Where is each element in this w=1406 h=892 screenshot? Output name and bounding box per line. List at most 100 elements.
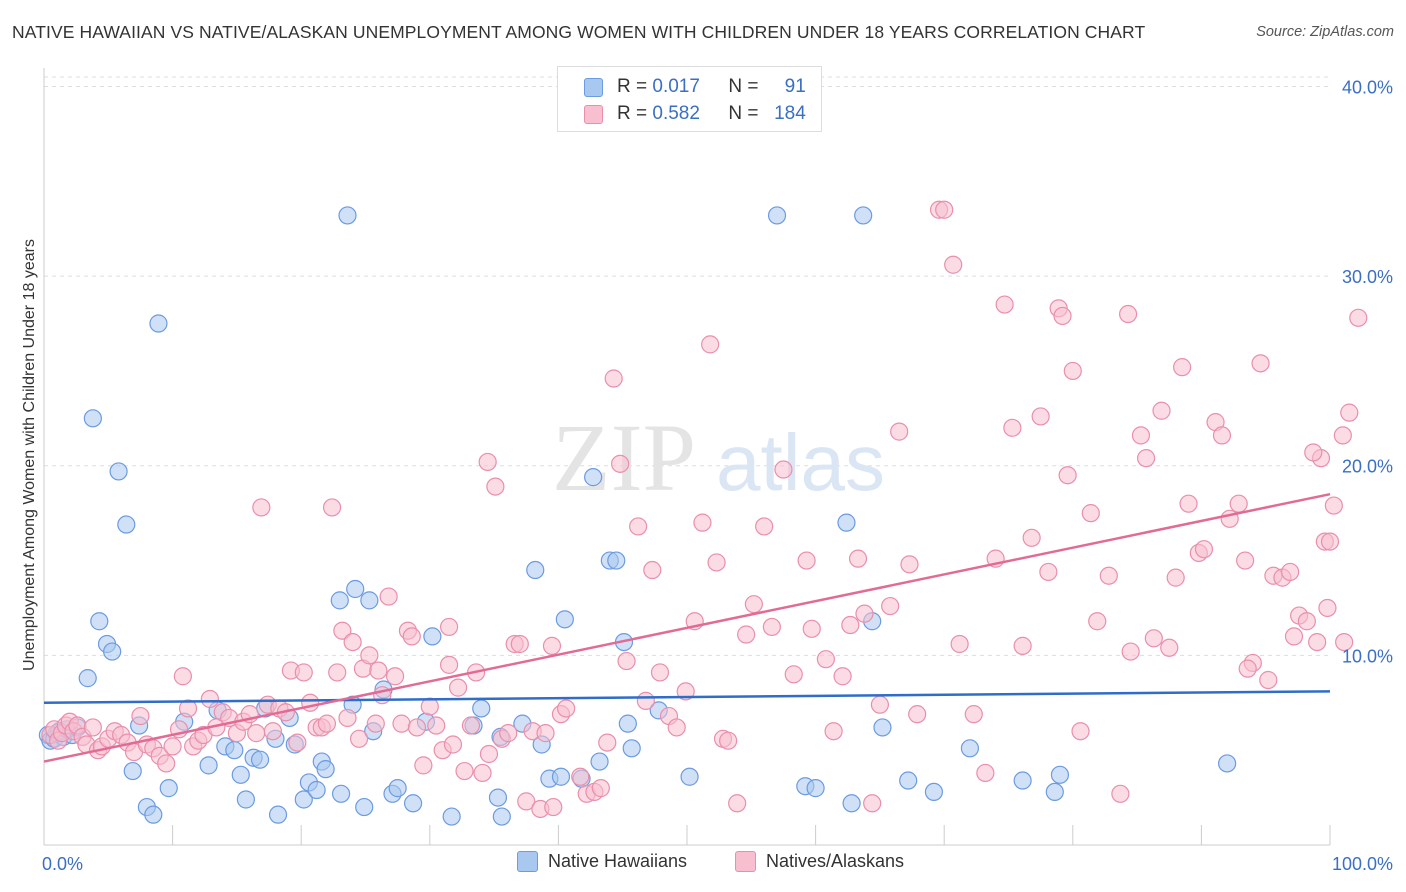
data-point	[737, 625, 756, 644]
data-point	[848, 549, 868, 568]
data-point	[650, 663, 670, 682]
stats-row-natives-alaskans: R = 0.582 N = 184	[584, 101, 806, 127]
data-point	[667, 718, 686, 737]
data-point	[231, 765, 250, 784]
legend-label: Natives/Alaskans	[766, 851, 905, 871]
y-tick-label: 10.0%	[1342, 646, 1393, 666]
data-point	[995, 295, 1014, 314]
data-point	[1099, 566, 1118, 585]
data-point	[109, 462, 128, 481]
data-point	[486, 477, 505, 496]
data-point	[343, 632, 362, 652]
data-point	[346, 579, 365, 599]
r-value: 0.017	[652, 76, 700, 97]
natives-alaskans-trend-line	[43, 492, 1331, 763]
data-point	[784, 665, 803, 684]
data-point	[591, 779, 610, 798]
r-label: R =	[617, 103, 648, 124]
n-value: 91	[784, 76, 806, 97]
data-point	[950, 634, 969, 654]
data-point	[1118, 304, 1138, 324]
data-point	[473, 763, 492, 783]
data-point	[837, 513, 856, 532]
data-point	[123, 761, 142, 781]
data-point	[590, 752, 609, 771]
data-point	[294, 790, 313, 809]
data-point	[1304, 443, 1323, 462]
data-point	[890, 422, 909, 441]
x-tick-label: 100.0%	[1332, 854, 1393, 874]
data-point	[924, 782, 944, 802]
data-point	[414, 756, 433, 775]
data-point	[870, 695, 890, 714]
data-point	[1013, 771, 1032, 790]
data-point	[863, 794, 882, 813]
data-point	[333, 621, 352, 640]
data-point	[1031, 407, 1050, 426]
data-point	[83, 718, 102, 737]
legend-natives-alaskans: Natives/Alaskans	[735, 851, 904, 872]
data-point	[331, 784, 351, 803]
data-point	[1045, 782, 1064, 802]
data-point	[163, 737, 182, 756]
r-value: 0.582	[652, 103, 700, 124]
n-label: N =	[728, 76, 759, 97]
data-point	[252, 498, 271, 517]
data-point	[360, 591, 379, 610]
data-point	[842, 794, 861, 813]
data-point	[366, 714, 385, 733]
data-point	[1053, 306, 1072, 326]
data-point	[693, 513, 712, 532]
data-point	[611, 454, 630, 473]
data-point	[1022, 528, 1041, 547]
trend-lines	[43, 492, 1331, 763]
data-point	[1050, 765, 1070, 784]
data-point	[157, 754, 176, 773]
data-point	[1236, 551, 1255, 570]
data-point	[338, 206, 357, 225]
data-point	[178, 699, 198, 718]
data-point	[1144, 629, 1163, 648]
data-point	[407, 718, 427, 737]
data-point	[1179, 494, 1198, 513]
legend-native-hawaiians: Native Hawaiians	[517, 851, 687, 872]
data-point	[439, 655, 459, 674]
blue-swatch	[584, 77, 603, 97]
data-point	[1324, 496, 1343, 515]
data-point	[420, 697, 439, 716]
data-point	[1081, 504, 1100, 523]
data-point	[755, 517, 774, 536]
pink-swatch	[584, 104, 603, 124]
data-point	[349, 729, 369, 748]
data-point	[461, 716, 481, 735]
data-point	[873, 718, 892, 737]
data-point	[392, 714, 411, 733]
data-point	[173, 667, 192, 686]
data-point	[935, 200, 954, 219]
data-point	[604, 369, 623, 388]
data-point	[964, 705, 983, 724]
data-point	[1152, 401, 1171, 420]
axes	[43, 68, 1331, 846]
data-point	[680, 767, 699, 786]
data-point	[1251, 354, 1270, 373]
data-point	[328, 663, 347, 682]
data-point	[1173, 358, 1192, 377]
data-point	[510, 634, 529, 654]
source-text: Source: ZipAtlas.com	[1256, 24, 1394, 40]
data-point	[1349, 308, 1368, 327]
data-point	[288, 733, 307, 752]
n-value: 184	[774, 103, 806, 124]
data-point	[1318, 598, 1337, 618]
tick-labels: 10.0% 20.0% 30.0% 40.0% 0.0% 100.0%	[42, 77, 1393, 874]
data-point	[448, 678, 468, 697]
data-point	[1218, 754, 1237, 773]
data-point	[1194, 540, 1214, 559]
data-point	[338, 708, 357, 728]
data-point	[1039, 562, 1058, 582]
data-point	[322, 498, 342, 517]
data-point	[544, 797, 563, 817]
data-point	[1166, 568, 1185, 587]
data-point	[622, 739, 641, 758]
